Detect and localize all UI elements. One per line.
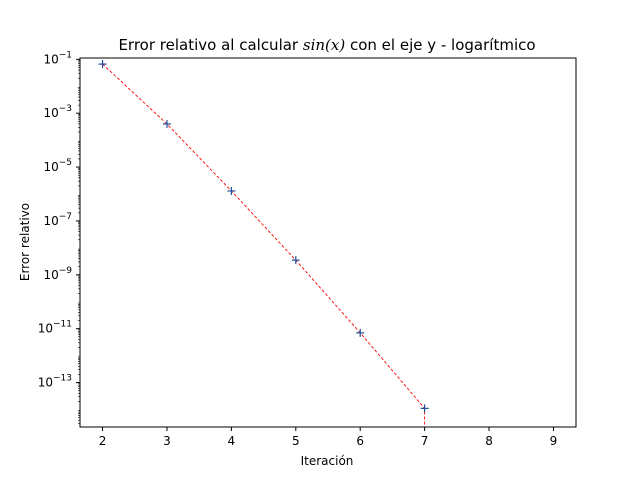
x-tick-label: 4: [228, 434, 236, 448]
y-axis-ticks: 10−1 10−3 10−5 10−7 10−9 10−11 10−13: [38, 50, 80, 424]
chart-title-prefix: Error relativo al calcular: [118, 36, 302, 54]
x-tick-label: 8: [485, 434, 493, 448]
y-tick-label: 10−9: [43, 266, 72, 282]
x-tick-label: 6: [356, 434, 364, 448]
plot-frame: [79, 57, 577, 428]
y-tick-label: 10−7: [43, 212, 72, 228]
x-axis-ticks: 2 3 4 5 6 7 8 9: [99, 427, 558, 448]
y-tick-label: 10−1: [43, 50, 72, 66]
data-point-marker: [291, 256, 300, 265]
data-point-marker: [420, 404, 429, 413]
data-point-marker: [227, 186, 236, 195]
x-axis-label: Iteración: [301, 454, 354, 468]
data-point-marker: [162, 119, 171, 128]
x-tick-label: 7: [421, 434, 429, 448]
x-tick-label: 5: [292, 434, 300, 448]
data-point-marker: [356, 328, 365, 337]
x-tick-label: 2: [99, 434, 107, 448]
data-point-marker: [98, 60, 107, 69]
plot-content: [98, 60, 429, 427]
y-axis-label: Error relativo: [18, 203, 32, 281]
y-tick-label: 10−5: [43, 158, 72, 174]
x-tick-label: 9: [550, 434, 558, 448]
x-tick-label: 3: [163, 434, 171, 448]
y-tick-label: 10−11: [38, 320, 72, 336]
y-tick-label: 10−3: [43, 104, 72, 120]
chart-title-math: sin(x): [303, 36, 345, 54]
chart-title: Error relativo al calcular sin(x) con el…: [118, 36, 535, 54]
y-tick-label: 10−13: [38, 374, 72, 390]
chart-title-suffix: con el eje y - logarítmico: [345, 36, 535, 54]
